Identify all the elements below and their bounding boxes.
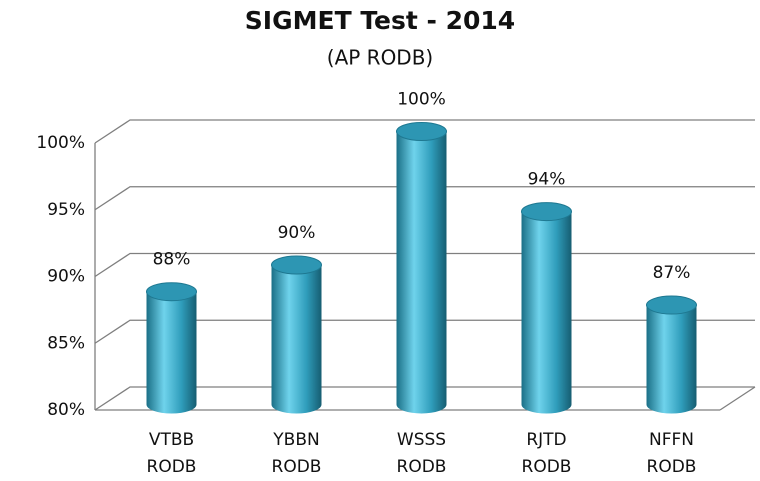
- x-tick-label: RODB: [272, 457, 322, 477]
- chart-subtitle: (AP RODB): [327, 46, 433, 70]
- x-tick-label: RJTD: [526, 430, 566, 450]
- value-label: 94%: [528, 170, 566, 190]
- bar: [396, 131, 447, 414]
- x-tick-label: YBBN: [272, 430, 319, 450]
- axis-line: [719, 386, 756, 411]
- x-tick-label: NFFN: [649, 430, 694, 450]
- bar-top: [521, 202, 572, 222]
- bar: [271, 265, 322, 414]
- grid-line: [94, 186, 755, 211]
- bar-top: [396, 122, 447, 141]
- bar-top: [146, 282, 197, 302]
- x-tick-label: RODB: [147, 457, 197, 477]
- grid-line: [94, 119, 755, 144]
- value-label: 90%: [278, 223, 316, 243]
- bar-top: [271, 255, 322, 275]
- x-tick-label: RODB: [397, 457, 447, 477]
- y-tick-label: 100%: [36, 133, 85, 153]
- value-label: 88%: [153, 250, 191, 270]
- bar: [146, 291, 197, 414]
- y-tick-label: 85%: [47, 333, 85, 353]
- bar: [521, 211, 572, 414]
- x-tick-label: VTBB: [149, 430, 194, 450]
- x-tick-label: RODB: [522, 457, 572, 477]
- x-tick-label: RODB: [647, 457, 697, 477]
- value-label: 87%: [653, 263, 691, 283]
- y-tick-label: 80%: [47, 400, 85, 420]
- y-tick-label: 95%: [47, 200, 85, 220]
- y-tick-label: 90%: [47, 267, 85, 287]
- value-label: 100%: [397, 90, 446, 110]
- bar-top: [646, 295, 697, 315]
- x-tick-label: WSSS: [397, 430, 446, 450]
- bar: [646, 305, 697, 414]
- chart-title: SIGMET Test - 2014: [245, 6, 515, 35]
